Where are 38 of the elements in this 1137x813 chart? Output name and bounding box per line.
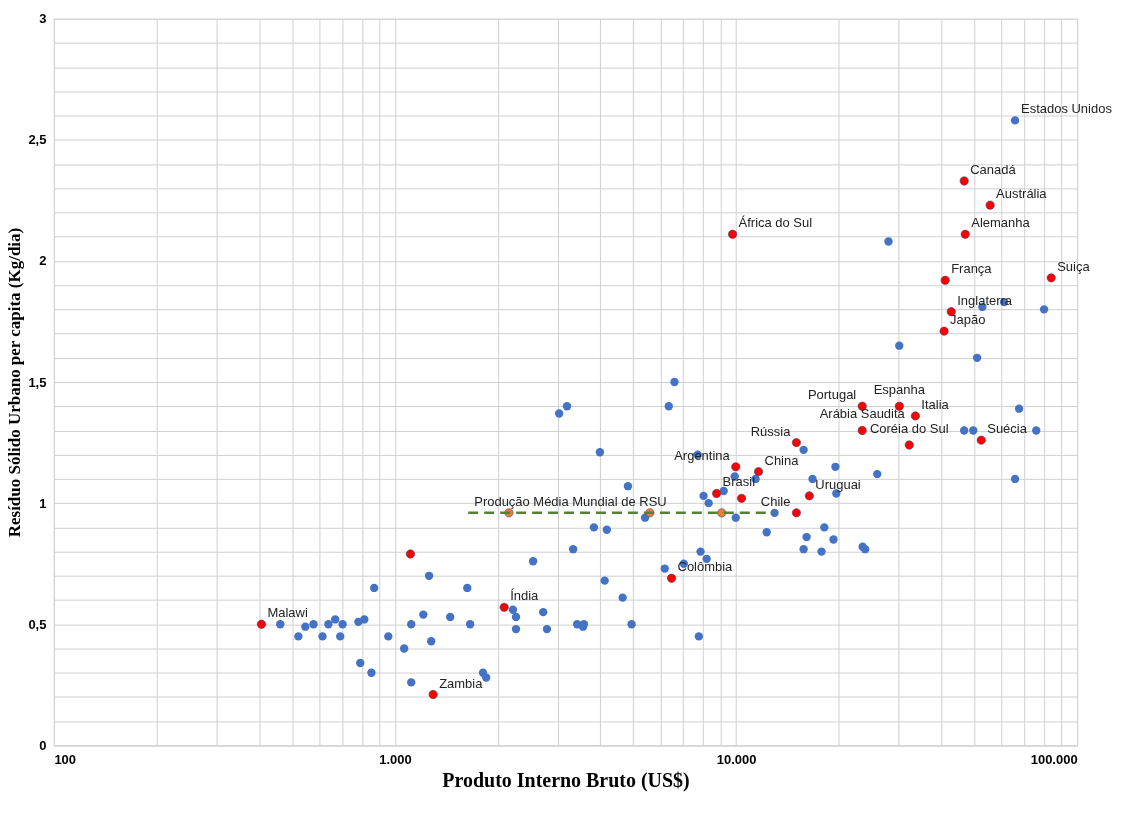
annotation: Malawi bbox=[267, 605, 308, 621]
y-tick-label: 2,5 bbox=[28, 132, 47, 148]
annotation: Colômbia bbox=[677, 559, 734, 575]
annotation: China bbox=[764, 452, 800, 468]
annotation: Chile bbox=[760, 493, 791, 509]
annotation: Estados Unidos bbox=[1021, 101, 1113, 117]
annotation: França bbox=[951, 261, 993, 277]
y-tick-label: 0 bbox=[39, 737, 47, 753]
annotation: Portugal bbox=[807, 387, 857, 403]
annotation: Produção Média Mundial de RSU bbox=[474, 493, 667, 509]
y-tick-label: 3 bbox=[39, 11, 47, 27]
y-tick-label: 0,5 bbox=[28, 616, 47, 632]
annotation: Índia bbox=[510, 588, 540, 604]
y-tick-label: 1,5 bbox=[28, 374, 47, 390]
annotation: Italia bbox=[921, 396, 950, 412]
annotation: Inglaterra bbox=[957, 292, 1013, 308]
annotation: Alemanha bbox=[971, 215, 1031, 231]
annotation: Brasil bbox=[722, 474, 756, 490]
annotation: Arábia Saudita bbox=[819, 406, 906, 422]
x-tick-label: 100.000 bbox=[1030, 751, 1078, 767]
y-axis-title: Resíduo Sólido Urbano per capita (Kg/dia) bbox=[5, 227, 25, 538]
x-tick-label: 10.000 bbox=[716, 751, 757, 767]
x-tick-label: 100 bbox=[54, 751, 77, 767]
y-tick-label: 1 bbox=[39, 495, 47, 511]
y-tick-label: 2 bbox=[39, 253, 47, 269]
annotation: Zambia bbox=[439, 675, 484, 691]
x-axis-title: Produto Interno Bruto (US$) bbox=[442, 768, 690, 792]
annotation: Suécia bbox=[987, 421, 1028, 437]
annotation: Espanha bbox=[873, 382, 926, 398]
annotation: Japão bbox=[950, 312, 986, 328]
x-tick-label: 1.000 bbox=[379, 751, 412, 767]
annotation: África do Sul bbox=[738, 215, 813, 231]
annotation: Canadá bbox=[970, 161, 1017, 177]
annotation: Suiça bbox=[1057, 258, 1091, 274]
annotation: Rússia bbox=[750, 423, 792, 439]
annotation: Uruguai bbox=[815, 476, 861, 492]
annotation: Austrália bbox=[996, 186, 1048, 202]
annotation: Coréia do Sul bbox=[869, 421, 949, 437]
